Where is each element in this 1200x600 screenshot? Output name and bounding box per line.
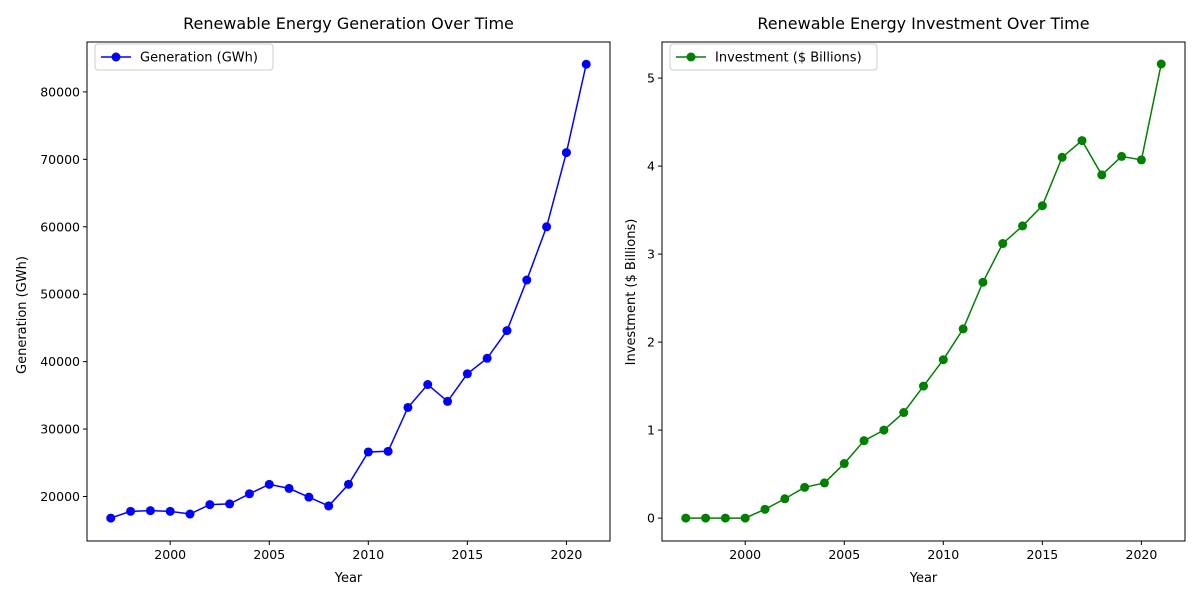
generation-data-point xyxy=(244,489,254,499)
investment-plot-frame xyxy=(661,41,1186,542)
generation-data-point xyxy=(383,446,393,456)
investment-plot-area xyxy=(681,59,1166,523)
investment-data-point xyxy=(938,355,948,365)
generation-data-point xyxy=(304,492,314,502)
investment-y-tick-label: 3 xyxy=(647,247,655,262)
investment-data-point xyxy=(1018,221,1028,231)
generation-data-point xyxy=(561,148,571,158)
generation-x-tick-label: 2000 xyxy=(154,547,186,562)
investment-y-tick-label: 1 xyxy=(647,423,655,438)
generation-data-point xyxy=(264,479,274,489)
investment-data-point xyxy=(681,513,691,523)
generation-data-point xyxy=(344,479,353,489)
investment-x-tick-label: 2015 xyxy=(1026,547,1058,562)
generation-x-tick-label: 2015 xyxy=(451,547,483,562)
investment-data-point xyxy=(800,482,810,492)
investment-x-tick-label: 2020 xyxy=(1126,547,1158,562)
generation-data-point xyxy=(482,353,492,363)
generation-data-point xyxy=(225,499,235,509)
investment-data-point xyxy=(1057,152,1067,162)
generation-data-point xyxy=(542,222,552,232)
investment-legend: Investment ($ Billions) xyxy=(669,43,878,71)
investment-x-axis-label: Year xyxy=(909,571,938,586)
investment-data-point xyxy=(720,513,730,523)
investment-data-point xyxy=(701,513,711,523)
generation-plot-area xyxy=(106,59,591,523)
investment-legend-box xyxy=(669,43,878,71)
investment-data-point xyxy=(1117,151,1127,161)
generation-plot-frame xyxy=(86,41,611,542)
generation-data-point xyxy=(126,506,136,516)
investment-data-point xyxy=(859,436,869,446)
generation-legend-box xyxy=(94,43,274,71)
generation-data-point xyxy=(165,506,175,516)
generation-legend: Generation (GWh) xyxy=(94,43,274,71)
generation-data-point xyxy=(363,447,373,457)
investment-data-point xyxy=(819,478,829,488)
generation-axis-ticks: 2000 2005 2010 2015 2020 20000 30000 40000 50000… xyxy=(40,84,582,562)
investment-chart-title: Renewable Energy Investment Over Time xyxy=(757,14,1089,33)
generation-legend-marker xyxy=(111,52,121,62)
investment-data-point xyxy=(1156,59,1166,69)
investment-x-tick-label: 2010 xyxy=(927,547,959,562)
investment-y-tick-label: 0 xyxy=(647,511,655,526)
investment-data-point xyxy=(958,324,968,334)
investment-y-axis-label: Investment ($ Billions) xyxy=(624,219,639,366)
investment-x-tick-label: 2000 xyxy=(729,547,761,562)
generation-data-point xyxy=(443,396,453,406)
investment-y-tick-label: 4 xyxy=(647,159,655,174)
generation-data-point xyxy=(284,483,294,493)
generation-y-tick-label: 60000 xyxy=(40,219,80,234)
investment-legend-marker xyxy=(686,52,696,62)
investment-data-point xyxy=(1136,155,1146,165)
generation-data-point xyxy=(502,326,512,336)
investment-axis-ticks: 2000 2005 2010 2015 2020 0 1 2 3 4 5 xyxy=(647,71,1157,562)
generation-x-tick-label: 2010 xyxy=(352,547,384,562)
investment-data-point xyxy=(919,381,928,391)
generation-data-point xyxy=(423,380,433,390)
investment-y-tick-label: 5 xyxy=(647,71,655,86)
investment-data-point xyxy=(1077,136,1087,146)
generation-x-tick-label: 2005 xyxy=(253,547,285,562)
investment-y-tick-label: 2 xyxy=(647,335,655,350)
investment-data-point xyxy=(899,408,909,418)
generation-data-point xyxy=(106,513,116,523)
generation-data-point xyxy=(205,500,215,510)
investment-chart: Renewable Energy Investment Over Time Ye… xyxy=(624,14,1186,586)
investment-data-point xyxy=(740,513,750,523)
investment-data-point xyxy=(839,459,849,469)
investment-x-tick-label: 2005 xyxy=(828,547,860,562)
investment-data-point xyxy=(780,494,790,504)
generation-legend-label: Generation (GWh) xyxy=(140,51,258,66)
generation-chart: Renewable Energy Generation Over Time Ye… xyxy=(15,14,611,586)
investment-data-point xyxy=(1037,201,1047,211)
generation-y-tick-label: 50000 xyxy=(40,287,80,302)
generation-chart-title: Renewable Energy Generation Over Time xyxy=(183,14,514,33)
investment-legend-label: Investment ($ Billions) xyxy=(715,51,862,66)
investment-data-point xyxy=(760,504,770,514)
generation-data-point xyxy=(324,501,334,511)
generation-y-tick-label: 80000 xyxy=(40,84,80,99)
generation-y-tick-label: 30000 xyxy=(40,422,80,437)
generation-data-point xyxy=(581,59,591,69)
generation-data-point xyxy=(462,369,472,379)
investment-data-point xyxy=(998,239,1008,249)
investment-data-point xyxy=(879,425,889,435)
generation-data-point xyxy=(145,506,155,516)
generation-x-tick-label: 2020 xyxy=(551,547,583,562)
generation-x-axis-label: Year xyxy=(334,571,363,586)
generation-y-tick-label: 20000 xyxy=(40,489,80,504)
generation-data-point xyxy=(185,509,195,519)
generation-y-axis-label: Generation (GWh) xyxy=(15,256,30,374)
generation-data-point xyxy=(522,275,532,285)
generation-data-point xyxy=(403,402,413,412)
investment-data-point xyxy=(1097,170,1107,180)
generation-y-tick-label: 40000 xyxy=(40,354,80,369)
investment-data-point xyxy=(978,277,988,287)
generation-y-tick-label: 70000 xyxy=(40,152,80,167)
